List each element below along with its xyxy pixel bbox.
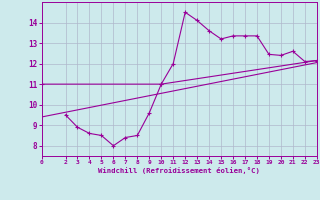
X-axis label: Windchill (Refroidissement éolien,°C): Windchill (Refroidissement éolien,°C) [98, 167, 260, 174]
